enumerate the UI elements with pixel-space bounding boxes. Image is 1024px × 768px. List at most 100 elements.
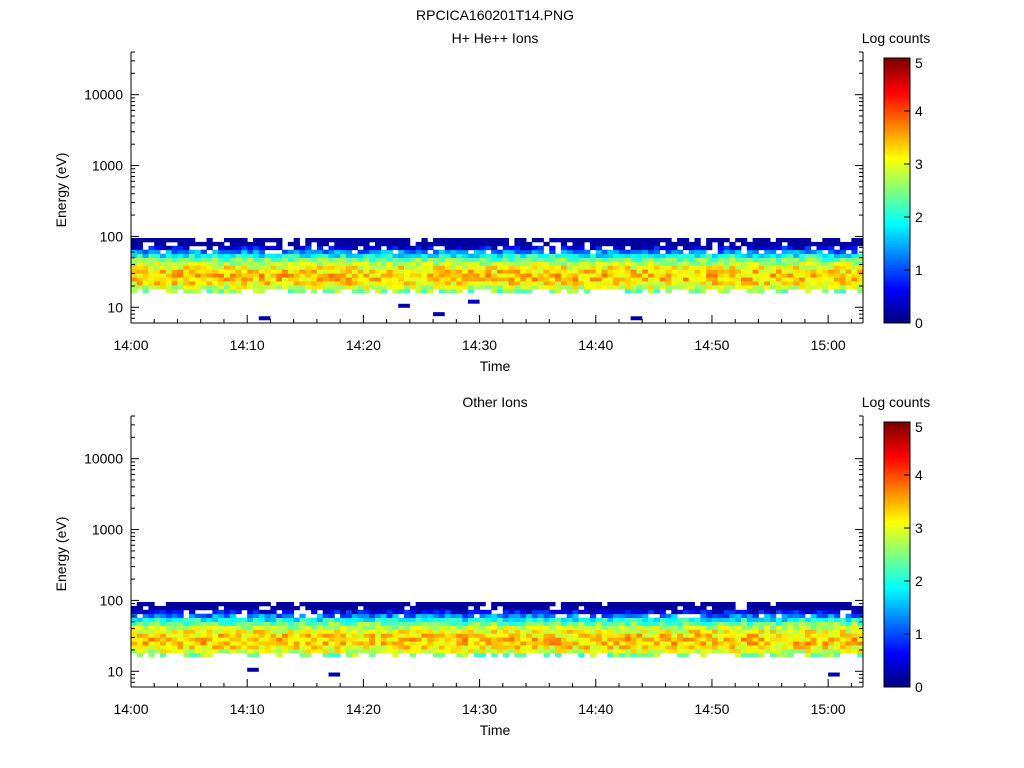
heatmap-cell [218, 288, 225, 294]
heatmap-cell [764, 641, 771, 646]
heatmap-cell [601, 605, 608, 611]
heatmap-cell [148, 605, 155, 611]
heatmap-cell [165, 253, 173, 258]
heatmap-cell [613, 637, 620, 642]
heatmap-cell [160, 237, 167, 243]
heatmap-cell [212, 249, 219, 255]
heatmap-cell [375, 641, 382, 646]
heatmap-cell [218, 241, 225, 247]
heatmap-cell [613, 621, 620, 626]
heatmap-cell [752, 652, 759, 658]
heatmap-cell [131, 284, 138, 290]
heatmap-cell [833, 625, 841, 630]
heatmap-cell [770, 629, 777, 634]
heatmap-cell [148, 269, 155, 274]
heatmap-cell [241, 637, 248, 642]
heatmap-cell [566, 633, 573, 638]
heatmap-cell [380, 288, 388, 294]
colorbar-segment [884, 251, 910, 255]
heatmap-cell [607, 284, 614, 290]
heatmap-cell [497, 241, 504, 247]
heatmap-cell [659, 617, 666, 622]
heatmap-cell [351, 645, 358, 650]
heatmap-cell [589, 621, 597, 626]
heatmap-cell [613, 601, 620, 607]
heatmap-cell [218, 277, 225, 282]
colorbar-segment [884, 243, 910, 247]
heatmap-cell [479, 613, 486, 619]
heatmap-cell [857, 277, 864, 282]
heatmap-cell [165, 284, 173, 290]
heatmap-cell [566, 284, 573, 290]
heatmap-cell [328, 648, 335, 654]
heatmap-cell [241, 645, 248, 650]
heatmap-cell [154, 617, 161, 622]
heatmap-cell [613, 645, 620, 650]
heatmap-cell [229, 284, 236, 290]
heatmap-cell [636, 241, 643, 247]
heatmap-cell [206, 617, 213, 622]
heatmap-cell [148, 625, 155, 630]
heatmap-cell [839, 621, 846, 626]
heatmap-cell [706, 648, 713, 654]
heatmap-cell [711, 617, 719, 622]
heatmap-cell [194, 269, 202, 274]
heatmap-cell [450, 625, 457, 630]
heatmap-cell [752, 288, 759, 294]
heatmap-cell [247, 265, 254, 270]
heatmap-cell [717, 613, 724, 619]
heatmap-cell [473, 261, 480, 266]
heatmap-cell [363, 648, 370, 654]
heatmap-cell [462, 269, 469, 274]
heatmap-cell [694, 281, 701, 286]
heatmap-cell [270, 281, 277, 286]
heatmap-cell [270, 609, 277, 615]
heatmap-cell [572, 261, 579, 266]
heatmap-cell [212, 269, 219, 274]
heatmap-cell [671, 261, 678, 266]
heatmap-cell [154, 277, 161, 282]
heatmap-cell [142, 261, 149, 266]
heatmap-cell [392, 284, 399, 290]
heatmap-cell [131, 288, 138, 294]
heatmap-cell [502, 288, 510, 294]
heatmap-cell [177, 261, 184, 266]
heatmap-cell [497, 633, 504, 638]
heatmap-cell [287, 605, 295, 611]
heatmap-cell [706, 277, 713, 282]
heatmap-cell [322, 648, 329, 654]
heatmap-cell [287, 249, 295, 255]
heatmap-cell [793, 605, 800, 611]
heatmap-cell [247, 245, 254, 251]
heatmap-cell [229, 601, 236, 607]
heatmap-cell [508, 253, 515, 258]
heatmap-cell [171, 625, 178, 630]
y-tick-label: 10000 [84, 451, 123, 467]
heatmap-cell [700, 265, 707, 270]
heatmap-cell [142, 633, 149, 638]
heatmap-cell [578, 637, 585, 642]
heatmap-cell [392, 281, 399, 286]
heatmap-cell [189, 641, 196, 646]
heatmap-cell [136, 625, 144, 630]
heatmap-cell [502, 641, 510, 646]
heatmap-cell [752, 257, 759, 262]
heatmap-cell [444, 633, 451, 638]
heatmap-cell [206, 637, 213, 642]
heatmap-cell [810, 641, 817, 646]
heatmap-cell [316, 641, 324, 646]
colorbar-segment [884, 95, 910, 99]
heatmap-cell [828, 637, 835, 642]
heatmap-cell [833, 281, 841, 286]
heatmap-cell [636, 617, 643, 622]
heatmap-cell [717, 249, 724, 255]
heatmap-cell [828, 277, 835, 282]
y-tick-label: 100 [100, 228, 124, 244]
heatmap-cell [543, 277, 550, 282]
heatmap-cell [415, 625, 422, 630]
heatmap-cell [253, 617, 260, 622]
heatmap-cell [491, 249, 498, 255]
heatmap-cell [537, 269, 544, 274]
heatmap-cell [845, 641, 852, 646]
heatmap-cell [735, 273, 742, 278]
